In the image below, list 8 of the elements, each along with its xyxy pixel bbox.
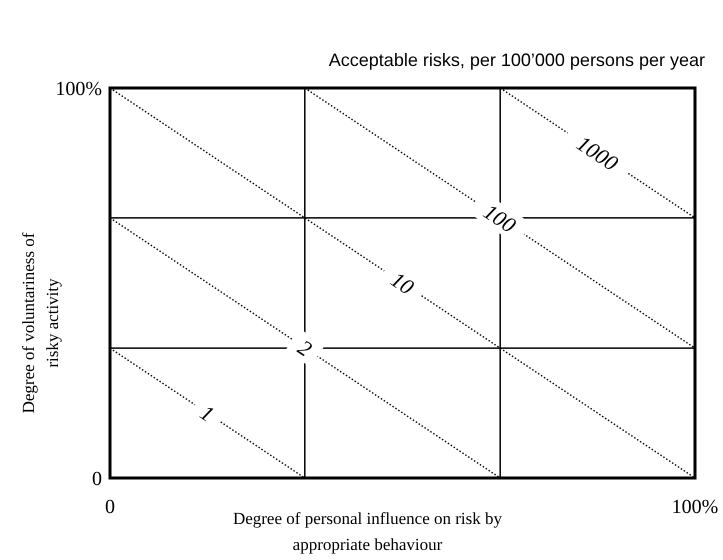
- text: 100: [479, 198, 520, 238]
- text: 10: [386, 266, 418, 300]
- x-axis-title: Degree of personal influence on risk by appropriate behaviour: [232, 508, 503, 554]
- text: 1000: [572, 130, 623, 176]
- text: 1: [196, 400, 219, 427]
- y-axis-title: Degree of voluntariness of risky activity: [18, 232, 62, 414]
- text: 2: [293, 334, 316, 362]
- chart-title: Acceptable risks, per 100’000 persons per year: [328, 50, 705, 70]
